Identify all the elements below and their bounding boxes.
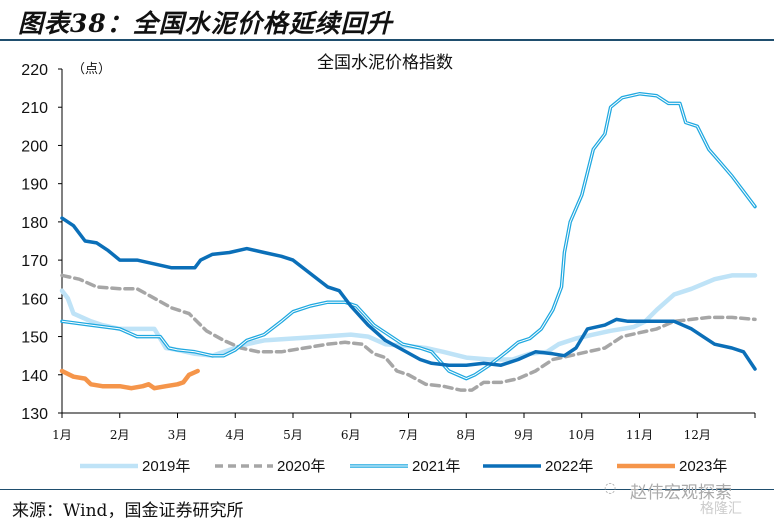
x-tick-label: 12月: [684, 428, 711, 442]
legend-item: 2021年: [350, 458, 460, 475]
x-tick-label: 8月: [456, 428, 476, 442]
y-tick-label: 130: [21, 406, 48, 423]
y-unit-label: （点）: [72, 62, 111, 77]
legend-item: 2019年: [80, 458, 190, 475]
source-note: 来源：Wind，国金证券研究所: [12, 501, 244, 521]
series-2021: [60, 92, 757, 381]
y-tick-label: 220: [21, 62, 48, 79]
x-tick-label: 11月: [626, 428, 653, 442]
chart: 全国水泥价格指数 （点） 130 140 150 160 170 180 190 200 210…: [21, 53, 758, 475]
legend-item: 2022年: [483, 458, 593, 475]
bottom-rule: [0, 489, 774, 490]
x-tick-label: 7月: [399, 428, 419, 442]
chart-title: 全国水泥价格指数: [317, 53, 453, 73]
x-tick-label: 2月: [110, 428, 130, 442]
y-tick-label: 170: [21, 253, 48, 270]
x-tick-label: 10月: [568, 428, 595, 442]
x-tick-label: 3月: [168, 428, 188, 442]
x-tick-label: 1月: [52, 428, 72, 442]
axes: 130 140 150 160 170 180 190 200 210 220 1月 2月 3月 4月 5月…: [21, 62, 756, 442]
series-2023: [59, 368, 200, 391]
series-line: [60, 216, 757, 371]
x-tick-label: 9月: [514, 428, 534, 442]
series-2020: [60, 273, 757, 392]
y-tick-label: 200: [21, 138, 48, 155]
series-line: [59, 368, 200, 391]
legend-label: 2023年: [679, 458, 727, 475]
watermark: 赵伟宏观探索: [630, 483, 732, 503]
x-tick-label: 6月: [341, 428, 361, 442]
series-line: [60, 92, 757, 381]
series-line-inner: [61, 93, 756, 380]
legend-label: 2019年: [142, 458, 190, 475]
legend-label: 2022年: [545, 458, 593, 475]
series-line: [60, 273, 757, 392]
y-tick-label: 140: [21, 368, 48, 385]
y-tick-label: 160: [21, 291, 48, 308]
series-lines: [59, 92, 758, 392]
top-rule: [0, 39, 774, 41]
series-2022: [60, 216, 757, 371]
y-tick-label: 180: [21, 215, 48, 232]
y-tick-label: 190: [21, 177, 48, 194]
y-tick-label: 150: [21, 330, 48, 347]
x-tick-label: 5月: [283, 428, 303, 442]
wechat-icon: ◌: [604, 480, 617, 496]
legend: 2019年 2020年 2021年 2022年 2023年: [80, 458, 727, 475]
x-tick-label: 4月: [225, 428, 245, 442]
legend-item: 2023年: [617, 458, 727, 475]
figure-title: 图表38：全国水泥价格延续回升: [18, 9, 393, 38]
legend-label: 2020年: [277, 458, 325, 475]
y-tick-label: 210: [21, 100, 48, 117]
watermark-secondary: 格隆汇: [700, 501, 742, 517]
legend-item: 2020年: [215, 458, 325, 475]
legend-label: 2021年: [412, 458, 460, 475]
